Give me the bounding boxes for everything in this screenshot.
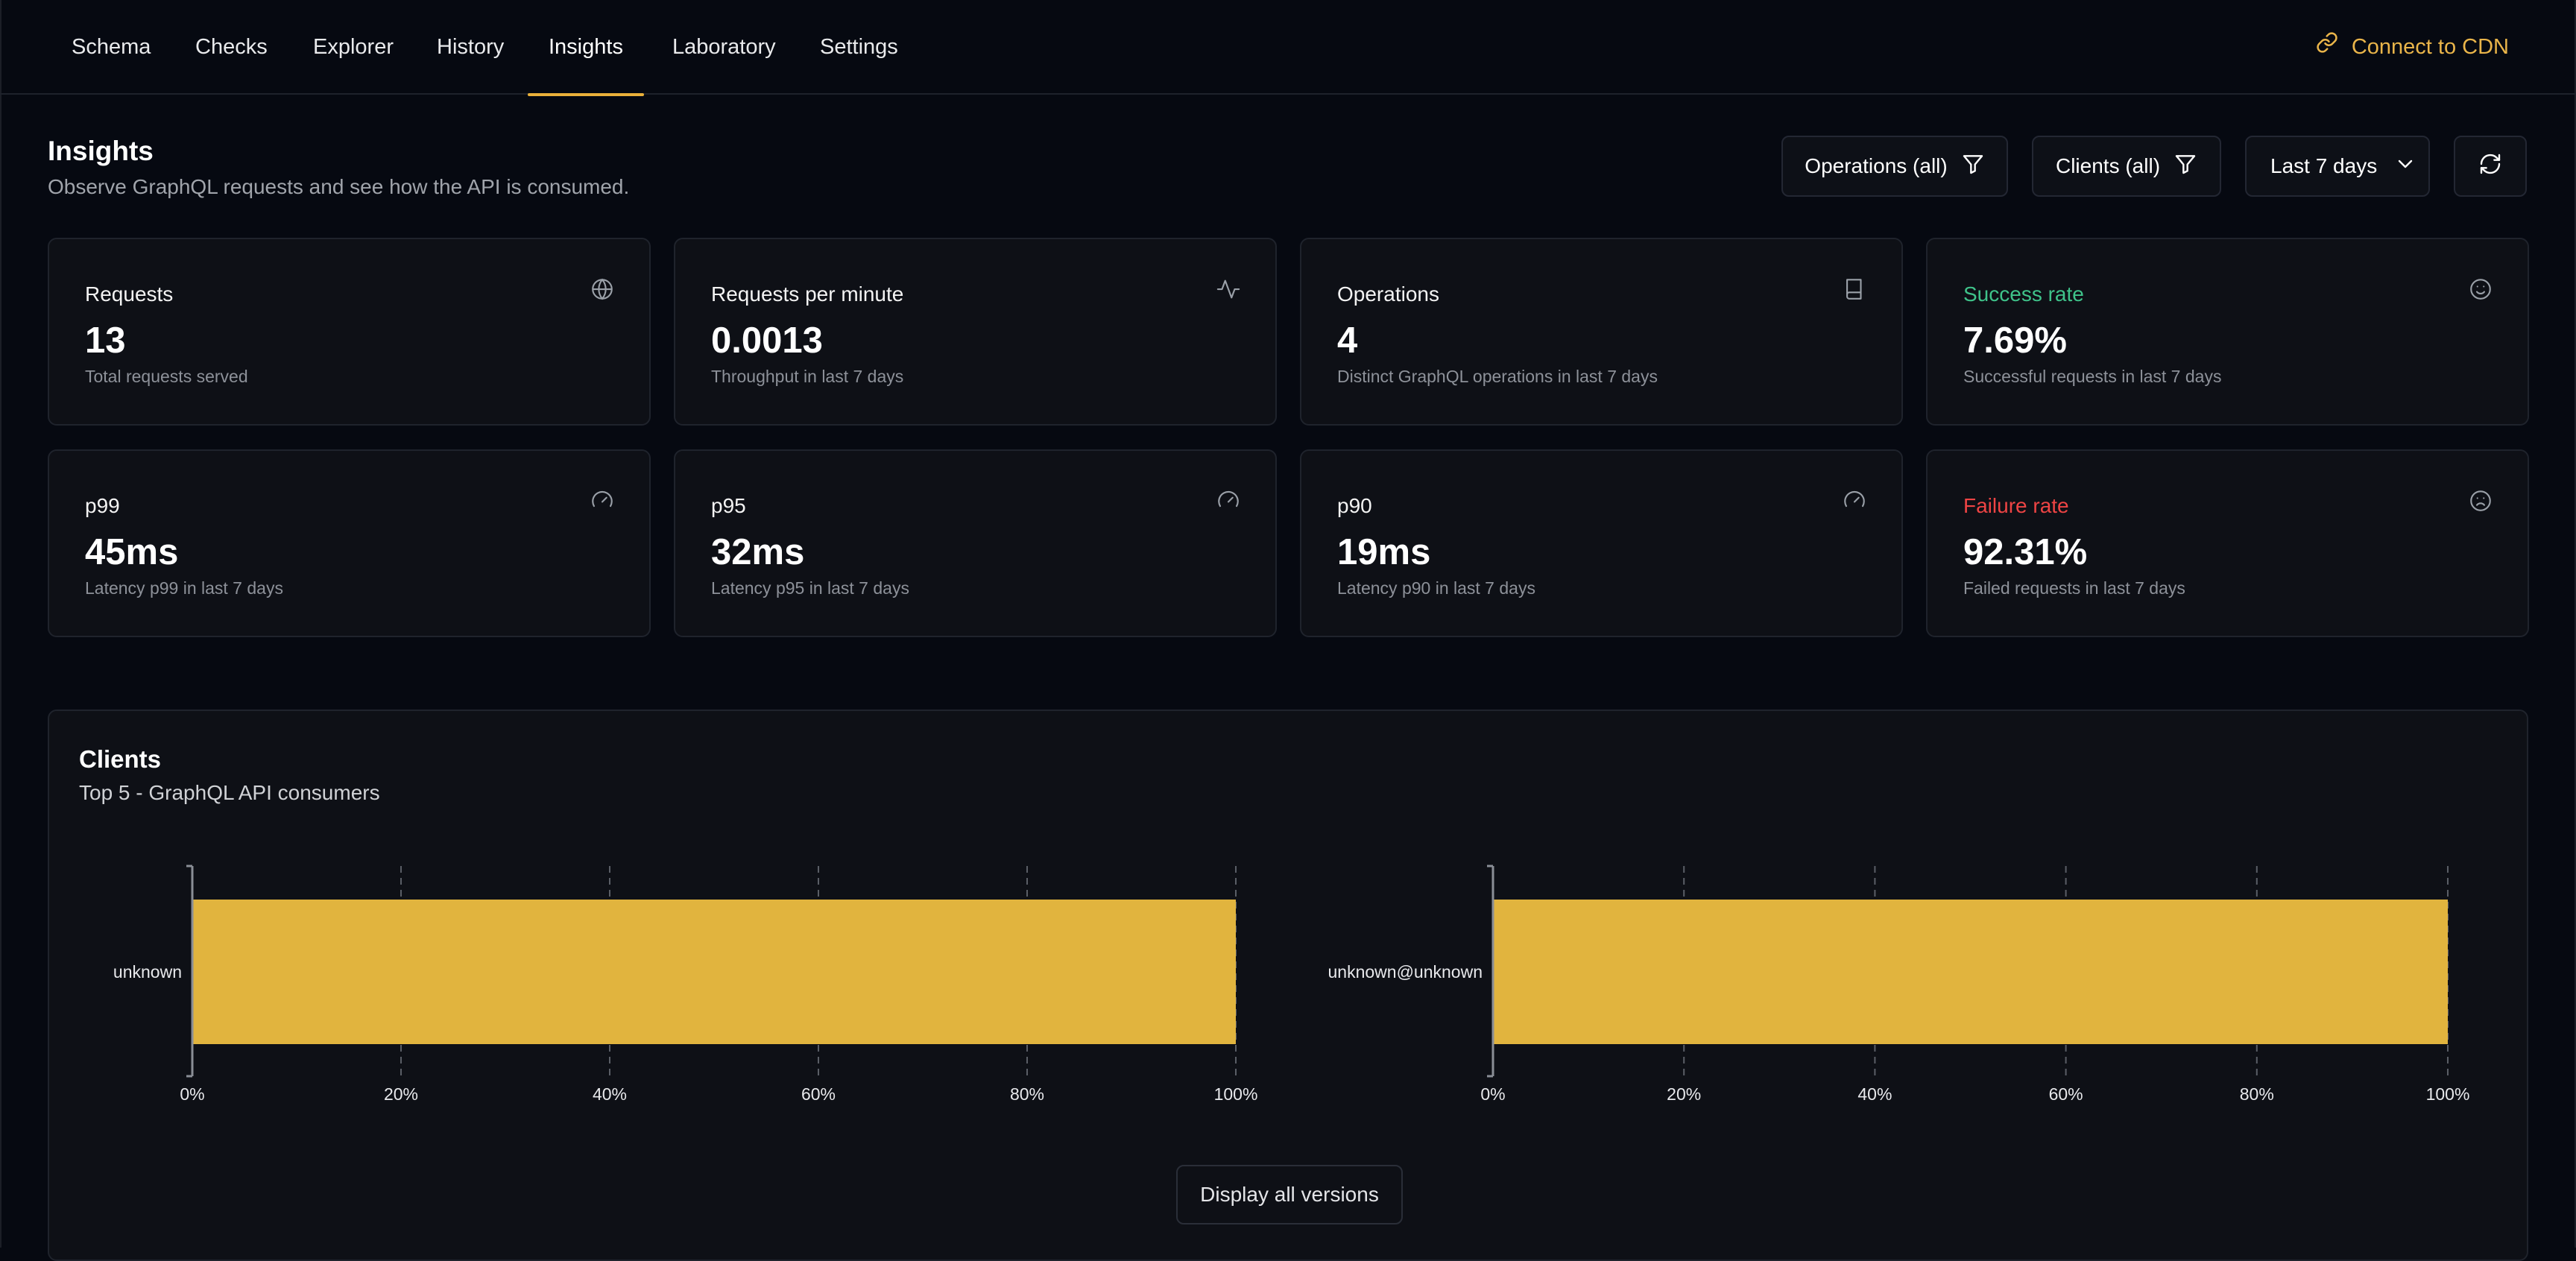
stat-description: Latency p90 in last 7 days: [1337, 578, 1535, 598]
stat-card-success-rate: Success rate 7.69% Successful requests i…: [1926, 238, 2529, 426]
filter-icon: [1961, 152, 1985, 181]
chart-bar: [192, 900, 1236, 1044]
book-icon: [1842, 276, 1867, 302]
clients-panel: Clients Top 5 - GraphQL API consumers un…: [48, 709, 2528, 1261]
chart-category-label: unknown@unknown: [1328, 962, 1483, 982]
stat-value: 0.0013: [711, 320, 823, 361]
connect-to-cdn-link[interactable]: Connect to CDN: [2316, 0, 2509, 95]
refresh-button[interactable]: [2454, 136, 2527, 197]
tab-schema[interactable]: Schema: [72, 35, 151, 59]
stat-value: 13: [85, 320, 126, 361]
stat-label: p95: [711, 494, 746, 517]
stat-description: Distinct GraphQL operations in last 7 da…: [1337, 367, 1658, 386]
activity-icon: [1216, 276, 1241, 302]
period-select[interactable]: Last 7 days: [2245, 136, 2430, 197]
stat-card-operations: Operations 4 Distinct GraphQL operations…: [1300, 238, 1903, 426]
chart-tick-label: 100%: [2426, 1084, 2470, 1104]
chart-tick-label: 80%: [1010, 1084, 1044, 1104]
frown-icon: [2468, 488, 2493, 513]
stat-card-failure-rate: Failure rate 92.31% Failed requests in l…: [1926, 449, 2529, 637]
clients-charts: unknown 0% 20% 40% 60% 80% 100% unknown@unknown…: [113, 865, 2470, 1104]
stat-card-requests-per-minute: Requests per minute 0.0013 Throughput in…: [674, 238, 1277, 426]
chart-tick-label: 100%: [1214, 1084, 1258, 1104]
stat-card-p95: p95 32ms Latency p95 in last 7 days: [674, 449, 1277, 637]
stat-description: Latency p95 in last 7 days: [711, 578, 909, 598]
chart-tick-label: 40%: [1857, 1084, 1892, 1104]
tab-explorer[interactable]: Explorer: [313, 35, 394, 59]
connect-to-cdn-label: Connect to CDN: [2351, 35, 2509, 59]
gauge-icon: [590, 488, 615, 513]
stat-card-requests: Requests 13 Total requests served: [48, 238, 651, 426]
chart-tick-label: 60%: [2049, 1084, 2083, 1104]
gauge-icon: [1216, 488, 1241, 513]
stat-description: Throughput in last 7 days: [711, 367, 904, 386]
stat-description: Latency p99 in last 7 days: [85, 578, 283, 598]
stat-label: p99: [85, 494, 120, 517]
chart-tick-label: 40%: [593, 1084, 627, 1104]
operations-filter-button[interactable]: Operations (all): [1781, 136, 2008, 197]
smile-icon: [2468, 276, 2493, 302]
stat-description: Failed requests in last 7 days: [1963, 578, 2185, 598]
stat-value: 4: [1337, 320, 1358, 361]
stat-label: Success rate: [1963, 282, 2084, 306]
tab-insights[interactable]: Insights: [528, 0, 644, 96]
stat-label: p90: [1337, 494, 1372, 517]
stat-label: Failure rate: [1963, 494, 2069, 517]
page-title: Insights: [48, 136, 154, 166]
stat-value: 92.31%: [1963, 532, 2088, 572]
tab-checks[interactable]: Checks: [195, 35, 268, 59]
stat-value: 19ms: [1337, 532, 1431, 572]
stat-card-p99: p99 45ms Latency p99 in last 7 days: [48, 449, 651, 637]
chart-tick-label: 60%: [801, 1084, 836, 1104]
stat-label: Operations: [1337, 282, 1439, 306]
chart-tick-label: 0%: [1480, 1084, 1505, 1104]
chart-tick-label: 80%: [2240, 1084, 2274, 1104]
clients-filter-label: Clients (all): [2055, 154, 2161, 177]
display-all-versions-button[interactable]: Display all versions: [1176, 1165, 1403, 1224]
top-nav: Schema Checks Explorer History Insights …: [0, 0, 2576, 96]
clients-panel-subtitle: Top 5 - GraphQL API consumers: [79, 781, 380, 804]
filter-icon: [2174, 152, 2197, 181]
tab-history[interactable]: History: [437, 35, 505, 59]
stat-description: Successful requests in last 7 days: [1963, 367, 2222, 386]
refresh-icon: [2478, 152, 2502, 181]
chart-tick-label: 0%: [180, 1084, 204, 1104]
tab-laboratory[interactable]: Laboratory: [672, 35, 776, 59]
tab-settings[interactable]: Settings: [820, 35, 898, 59]
stat-card-p90: p90 19ms Latency p90 in last 7 days: [1300, 449, 1903, 637]
operations-filter-label: Operations (all): [1805, 154, 1948, 177]
globe-icon: [590, 276, 615, 302]
stat-label: Requests per minute: [711, 282, 904, 306]
clients-filter-button[interactable]: Clients (all): [2032, 136, 2221, 197]
gauge-icon: [1842, 488, 1867, 513]
stat-value: 7.69%: [1963, 320, 2067, 361]
chart-category-label: unknown: [113, 962, 182, 982]
stat-value: 45ms: [85, 532, 179, 572]
period-select-label: Last 7 days: [2270, 154, 2378, 177]
chart-bar: [1493, 900, 2448, 1044]
clients-panel-title: Clients: [79, 745, 162, 773]
stat-description: Total requests served: [85, 367, 248, 386]
stat-value: 32ms: [711, 532, 805, 572]
chart-tick-label: 20%: [1667, 1084, 1701, 1104]
chevron-down-icon: [2393, 152, 2417, 181]
link-icon: [2316, 0, 2338, 106]
page-subtitle: Observe GraphQL requests and see how the…: [48, 175, 630, 198]
stat-label: Requests: [85, 282, 174, 306]
chart-tick-label: 20%: [384, 1084, 418, 1104]
